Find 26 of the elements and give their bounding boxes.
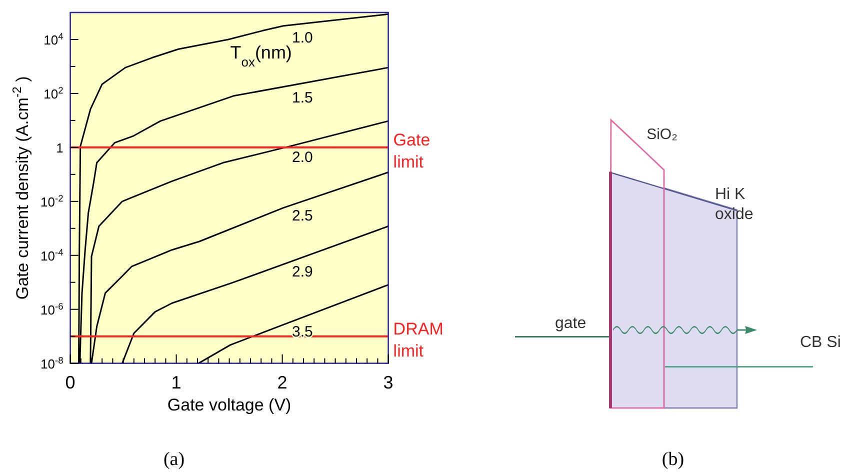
y-tick-label: 10$^{-2}$ xyxy=(40,193,64,210)
x-tick-label: 3 xyxy=(383,372,394,392)
y-tick-label: 10$^{-4}$ xyxy=(40,247,64,264)
y-tick-label: 10$^{2}$ xyxy=(44,85,64,102)
x-tick-label: 0 xyxy=(65,372,76,392)
text: (a) xyxy=(163,449,185,470)
text: gate xyxy=(555,315,586,332)
x-tick-label: 2 xyxy=(277,372,288,392)
text: SiO₂ xyxy=(646,126,678,143)
y-tick-label: 10$^{-8}$ xyxy=(40,355,64,372)
text: (b) xyxy=(662,449,684,470)
text: CB Si xyxy=(800,334,841,351)
y-tick-label: 1 xyxy=(56,140,64,156)
series-label: 2.0 xyxy=(292,149,313,166)
ref-line-label: DRAM limit xyxy=(393,319,444,360)
annotation: T$_{ox}$(nm) xyxy=(230,42,292,69)
series-label: 2.5 xyxy=(292,207,313,224)
series-label: 1.0 xyxy=(292,30,313,47)
x-tick-label: 1 xyxy=(171,372,182,392)
ref-line-label: Gate limit xyxy=(393,130,430,172)
y-tick-label: 10$^{-6}$ xyxy=(40,301,64,318)
text: Hi K oxide xyxy=(715,186,754,223)
x-axis-title: Gate voltage (V) xyxy=(167,395,292,414)
series-label: 1.5 xyxy=(292,89,313,106)
series-label: 2.9 xyxy=(292,263,313,280)
y-tick-label: 10$^{4}$ xyxy=(44,31,64,48)
